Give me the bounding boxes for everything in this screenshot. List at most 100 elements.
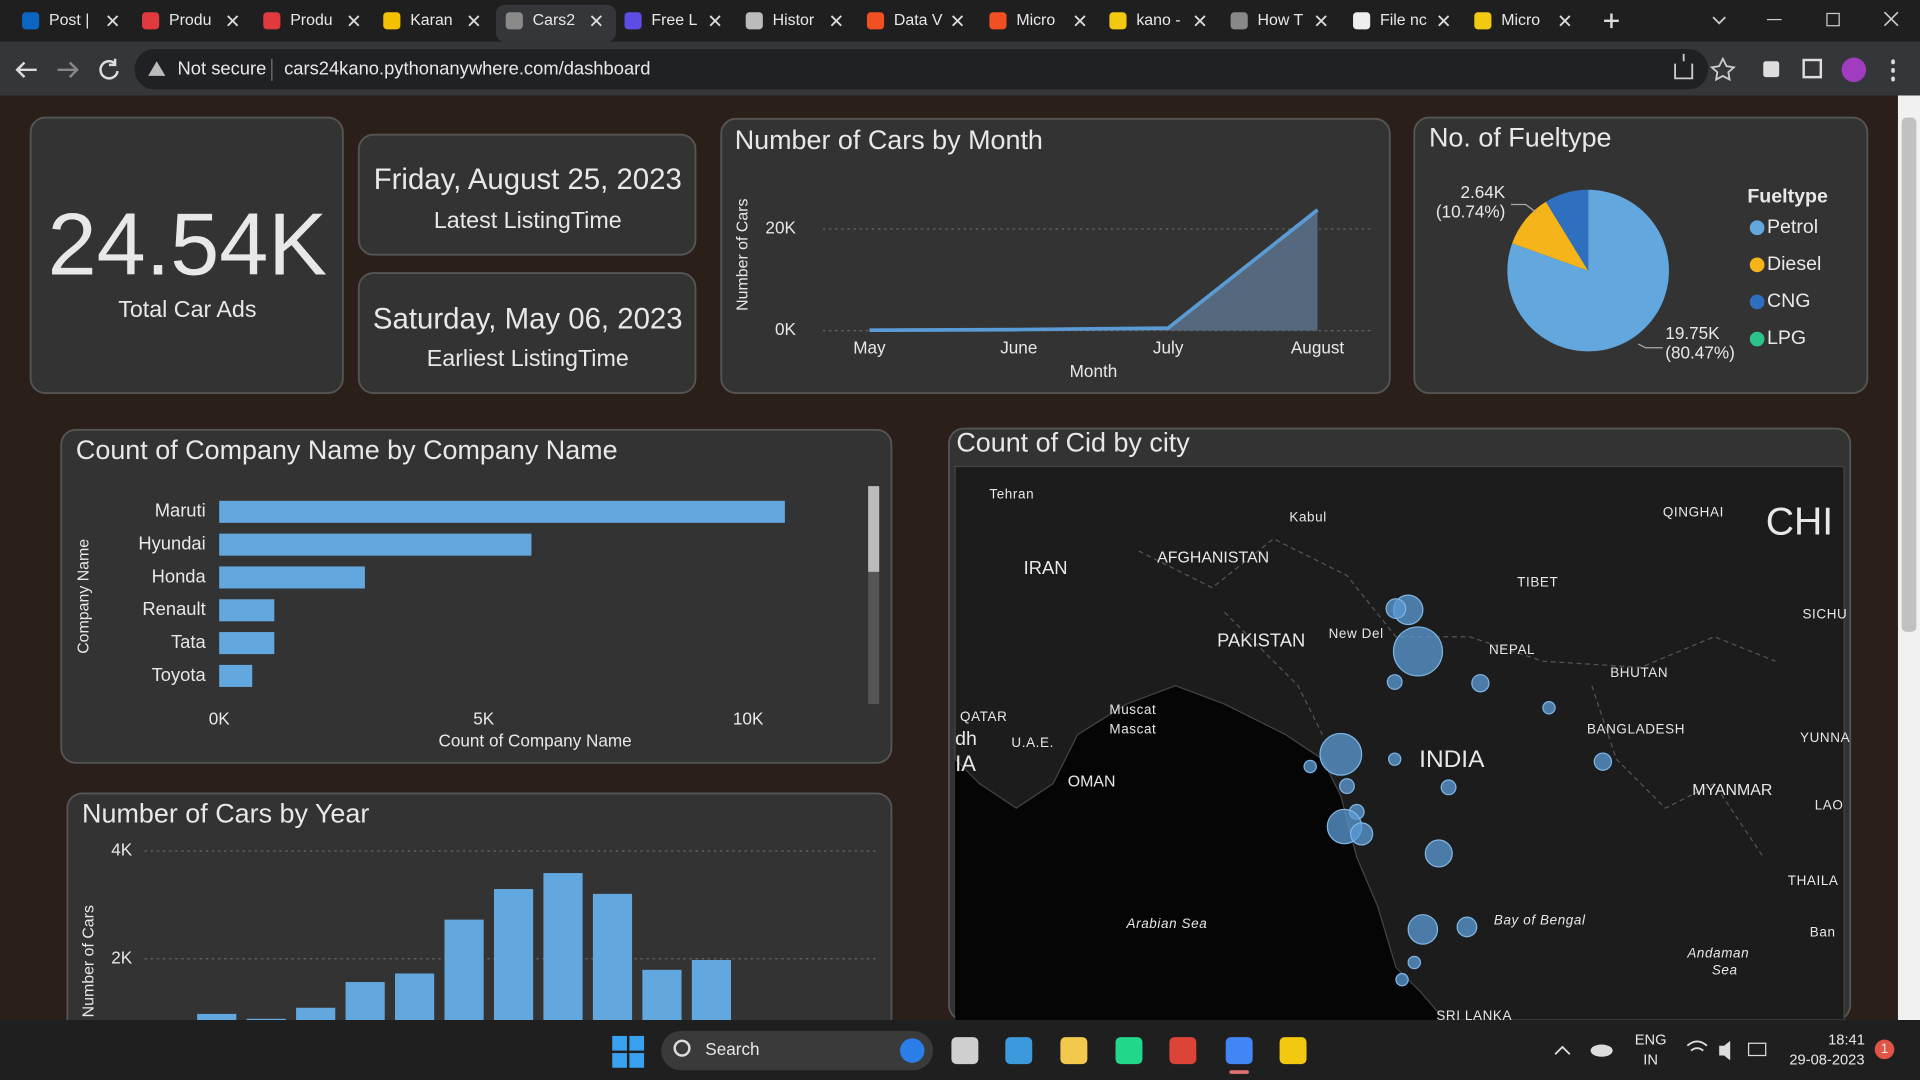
city-bubble[interactable] xyxy=(1395,972,1409,987)
back[interactable] xyxy=(15,61,37,79)
map-label: NEPAL xyxy=(1489,642,1535,657)
tab-icon[interactable] xyxy=(866,12,885,30)
tab-close[interactable] xyxy=(107,15,119,27)
map-label: TIBET xyxy=(1517,574,1558,589)
taskbar-app[interactable] xyxy=(1169,1037,1197,1065)
tab-icon[interactable] xyxy=(22,12,40,30)
tab-icon[interactable] xyxy=(505,12,523,30)
tab-icon[interactable] xyxy=(142,12,160,30)
extensions[interactable] xyxy=(1763,61,1780,78)
y-tick-label: 2K xyxy=(111,947,133,967)
tab-icon[interactable] xyxy=(1109,12,1127,30)
side-panel[interactable] xyxy=(1802,58,1823,79)
city-bubble[interactable] xyxy=(1303,759,1317,774)
notif-badge[interactable] xyxy=(1874,1039,1895,1060)
new-tab[interactable] xyxy=(1604,13,1619,29)
city-bubble[interactable] xyxy=(1542,701,1556,715)
tab-close[interactable] xyxy=(1074,15,1086,27)
forward[interactable] xyxy=(57,61,79,79)
cloud-icon[interactable] xyxy=(1590,1044,1613,1057)
map-label: Muscat xyxy=(1109,702,1156,717)
city-bubble[interactable] xyxy=(1350,822,1374,846)
tab-close[interactable] xyxy=(348,15,360,27)
tab-close[interactable] xyxy=(227,15,239,27)
tab-icon[interactable] xyxy=(263,12,281,30)
y-tick-label: Honda xyxy=(152,565,207,586)
taskbar-app[interactable] xyxy=(1225,1037,1253,1065)
city-bubble[interactable] xyxy=(1593,752,1613,771)
y-axis-title: Company Name xyxy=(76,539,93,654)
taskbar-app[interactable] xyxy=(1060,1037,1088,1065)
running-indicator xyxy=(1229,1070,1249,1074)
chart-title: Number of Cars by Year xyxy=(82,799,369,829)
earliest-date: Saturday, May 06, 2023 xyxy=(373,303,683,336)
start-icon[interactable] xyxy=(612,1035,627,1051)
profile[interactable] xyxy=(1841,57,1867,83)
start-icon[interactable] xyxy=(629,1035,645,1051)
restore[interactable] xyxy=(1826,12,1840,27)
tab-icon[interactable] xyxy=(745,12,763,30)
city-bubble[interactable] xyxy=(1386,674,1403,690)
battery[interactable] xyxy=(1747,1042,1767,1057)
tab-close[interactable] xyxy=(830,15,842,27)
map-label: YUNNA xyxy=(1800,730,1850,745)
lang: ENG xyxy=(1635,1033,1667,1049)
city-bubble[interactable] xyxy=(1385,598,1407,619)
tab-close[interactable] xyxy=(1438,15,1450,27)
tab-close[interactable] xyxy=(590,15,602,27)
tab-search[interactable] xyxy=(1712,16,1726,25)
search-box[interactable] xyxy=(661,1031,934,1071)
city-bubble[interactable] xyxy=(1407,955,1422,970)
earliest-label: Earliest ListingTime xyxy=(427,345,629,371)
city-bubble[interactable] xyxy=(1440,779,1457,796)
data-label: 2.64K xyxy=(1460,182,1505,202)
tab-close[interactable] xyxy=(468,15,480,27)
taskbar-app[interactable] xyxy=(951,1037,979,1065)
reload[interactable] xyxy=(99,58,119,80)
tab-close[interactable] xyxy=(1559,15,1571,27)
start-icon[interactable] xyxy=(612,1053,627,1068)
tab-icon[interactable] xyxy=(624,12,642,30)
share[interactable] xyxy=(1674,53,1694,80)
start-icon[interactable] xyxy=(629,1053,645,1068)
omnibox[interactable] xyxy=(134,48,1709,90)
tab-icon[interactable] xyxy=(383,12,401,30)
legend-label: Diesel xyxy=(1767,253,1821,275)
chart-scroll-thumb[interactable] xyxy=(868,486,880,572)
close[interactable] xyxy=(1883,11,1899,27)
legend-label: LPG xyxy=(1767,327,1806,349)
tab-icon[interactable] xyxy=(1474,12,1492,30)
chart-scrollbar[interactable] xyxy=(868,486,880,705)
city-bubble[interactable] xyxy=(1471,674,1490,693)
tab-close[interactable] xyxy=(952,15,964,27)
tab-icon[interactable] xyxy=(989,12,1007,30)
map-label: SRI LANKA xyxy=(1436,1008,1512,1023)
tab-close[interactable] xyxy=(709,15,721,27)
tab-icon[interactable] xyxy=(1353,12,1371,30)
star[interactable] xyxy=(1709,56,1736,82)
city-bubble[interactable] xyxy=(1424,839,1453,868)
taskbar-app[interactable] xyxy=(1115,1037,1143,1065)
tab-icon[interactable] xyxy=(1230,12,1248,30)
city-bubble[interactable] xyxy=(1392,626,1444,677)
tray-chevron[interactable] xyxy=(1554,1045,1571,1055)
active-tab[interactable] xyxy=(495,4,616,42)
tab-title: kano - xyxy=(1136,12,1180,29)
tab-close[interactable] xyxy=(1194,15,1206,27)
city-bubble[interactable] xyxy=(1319,732,1363,776)
y-axis-title: Number of Cars xyxy=(734,199,751,311)
wifi[interactable] xyxy=(1686,1040,1708,1052)
scroll-thumb[interactable] xyxy=(1901,117,1917,632)
city-bubble[interactable] xyxy=(1338,778,1355,795)
city-bubble[interactable] xyxy=(1387,752,1402,766)
tab-title: Free L xyxy=(651,12,697,29)
map-label: dh xyxy=(955,728,977,750)
city-bubble[interactable] xyxy=(1456,916,1478,938)
city-bubble[interactable] xyxy=(1407,914,1439,945)
tab-close[interactable] xyxy=(1315,15,1327,27)
url-host: cars24kano.pythonanywhere.com xyxy=(284,58,559,79)
taskbar-app[interactable] xyxy=(1005,1037,1033,1065)
taskbar-app[interactable] xyxy=(1279,1037,1307,1065)
leader-line xyxy=(1638,343,1663,349)
